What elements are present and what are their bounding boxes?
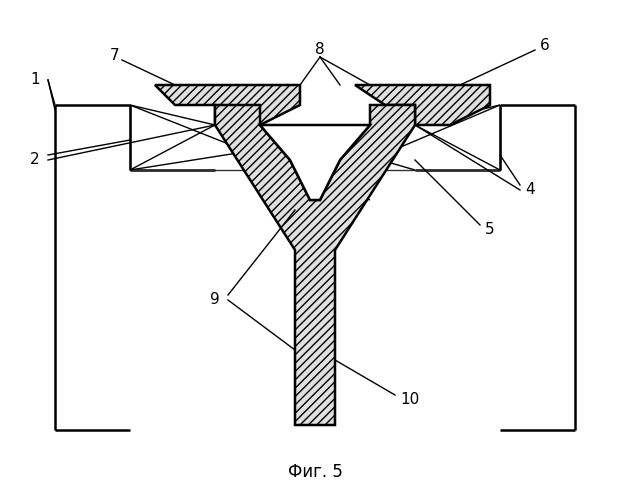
Text: 1: 1 (30, 72, 40, 88)
Text: 4: 4 (525, 182, 535, 198)
Polygon shape (260, 125, 370, 200)
Text: Фиг. 5: Фиг. 5 (287, 463, 343, 481)
Text: 6: 6 (540, 38, 550, 52)
Polygon shape (215, 105, 415, 425)
Text: 5: 5 (485, 222, 495, 238)
Text: 10: 10 (401, 392, 420, 407)
Text: 9: 9 (210, 292, 220, 308)
Text: 7: 7 (110, 48, 120, 62)
Text: 8: 8 (315, 42, 325, 58)
Polygon shape (355, 85, 490, 125)
Polygon shape (155, 85, 300, 125)
Text: 2: 2 (30, 152, 40, 168)
